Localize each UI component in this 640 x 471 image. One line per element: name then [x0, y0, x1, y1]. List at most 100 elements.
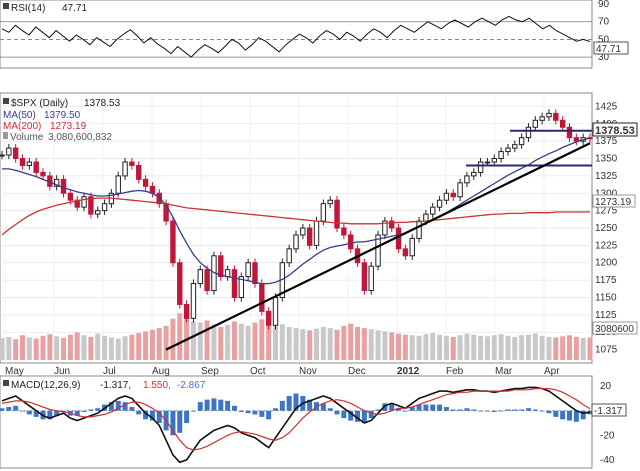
price-candle [341, 227, 347, 236]
macd-hist-bar [115, 400, 121, 411]
macd-hist-bar [184, 410, 190, 423]
macd-hist-bar [129, 407, 135, 411]
rsi-value-tag: 47.71 [593, 41, 629, 55]
macd-hist-bar [245, 410, 251, 414]
price-candle [177, 262, 183, 305]
price-candle [272, 296, 279, 326]
price-candle [450, 192, 456, 198]
volume-tag-text: 3080600 [595, 324, 634, 335]
macd-legend: MACD(12,26,9) -1.317, 1.550, -2.867 [3, 380, 206, 391]
macd-hist-bar [47, 410, 53, 420]
volume-legend-value: 3,080,600,832 [48, 132, 112, 143]
macd-hist-bar [334, 410, 340, 415]
price-tick-label: 1075 [595, 345, 618, 356]
macd-hist-bar [122, 402, 128, 411]
rsi-tick-label: 30 [598, 52, 610, 63]
price-candle [553, 112, 559, 121]
price-candle [491, 158, 497, 163]
volume-bar [457, 335, 463, 360]
macd-hist-bar [74, 410, 80, 416]
volume-bar [293, 328, 299, 360]
price-tick-label: 1300 [595, 188, 618, 199]
macd-hist-bar [539, 410, 545, 412]
volume-bar [300, 329, 306, 360]
price-candle [88, 196, 94, 215]
macd-hist-bar [450, 409, 456, 411]
volume-bar [170, 318, 176, 360]
month-label: Apr [544, 366, 560, 377]
price-candle [539, 116, 545, 121]
macd-hist-bar [108, 402, 114, 411]
macd-hist-bar [560, 410, 566, 420]
axis-labels: 3050709010751100112511501175120012251250… [5, 0, 618, 466]
price-candle [573, 137, 580, 142]
volume-bar [443, 335, 449, 360]
volume-bar [539, 335, 545, 360]
macd-hist-bar [293, 393, 299, 411]
macd-hist-bar [368, 410, 374, 419]
macd-hist-bar [457, 409, 463, 411]
macd-line [1, 386, 591, 464]
volume-bar [402, 334, 408, 360]
month-label: Oct [250, 366, 266, 377]
volume-bar [375, 330, 381, 360]
price-candle [231, 269, 238, 298]
price-candle [334, 199, 340, 229]
price-candle [0, 154, 5, 157]
price-candle [156, 192, 162, 205]
volume-bar [519, 335, 525, 360]
volume-bar [546, 336, 552, 360]
volume-bar [587, 337, 593, 360]
volume-bar [389, 332, 395, 360]
volume-bar [67, 334, 73, 360]
volume-bar [566, 335, 572, 360]
volume-bar [266, 316, 272, 360]
macd-hist-bar [136, 410, 142, 415]
macd-hist-bar [20, 410, 26, 412]
price-candle [53, 178, 60, 187]
price-candle [566, 126, 573, 139]
price-candle [183, 303, 190, 319]
price-candle [518, 137, 525, 146]
macd-hist-bar [81, 410, 87, 412]
price-candle [327, 199, 333, 205]
volume-bar [259, 319, 265, 360]
price-candle [382, 220, 388, 236]
volume-bar [149, 329, 155, 360]
volume-bar [334, 329, 340, 360]
macd-hist-bar [498, 410, 504, 412]
price-candle [142, 178, 149, 187]
volume-bar [348, 323, 354, 360]
ma50-legend-label: MA(50) [3, 110, 36, 121]
volume-bar [423, 334, 429, 360]
volume-bar [197, 322, 203, 360]
price-candle [101, 203, 108, 212]
volume-bar [108, 337, 114, 360]
price-candle [395, 227, 402, 250]
volume-bar [464, 333, 470, 360]
rsi-tag-text: 47.71 [596, 44, 621, 55]
price-candle [423, 213, 429, 222]
month-label: Mar [495, 366, 513, 377]
macd-hist-bar [546, 410, 552, 414]
price-candle [464, 175, 470, 184]
macd-hist-bar [389, 403, 395, 411]
macd-hist-bar [402, 410, 408, 412]
volume-bar [512, 336, 518, 360]
volume-bar [580, 338, 586, 360]
annotations [165, 129, 592, 351]
volume-bar [409, 335, 415, 360]
price-candles [0, 109, 593, 330]
macd-hist-bar [272, 408, 278, 411]
macd-hist-bar [396, 408, 402, 411]
price-candle [313, 220, 320, 246]
macd-hist-bar [238, 410, 244, 412]
price-candle [197, 269, 203, 285]
volume-bar [430, 333, 436, 360]
price-candle [259, 283, 265, 312]
volume-bar [553, 337, 559, 360]
macd-tick-label: -40 [600, 455, 615, 466]
price-candle [361, 262, 368, 292]
volume-bar [156, 328, 162, 360]
price-tick-label: 1200 [595, 258, 618, 269]
